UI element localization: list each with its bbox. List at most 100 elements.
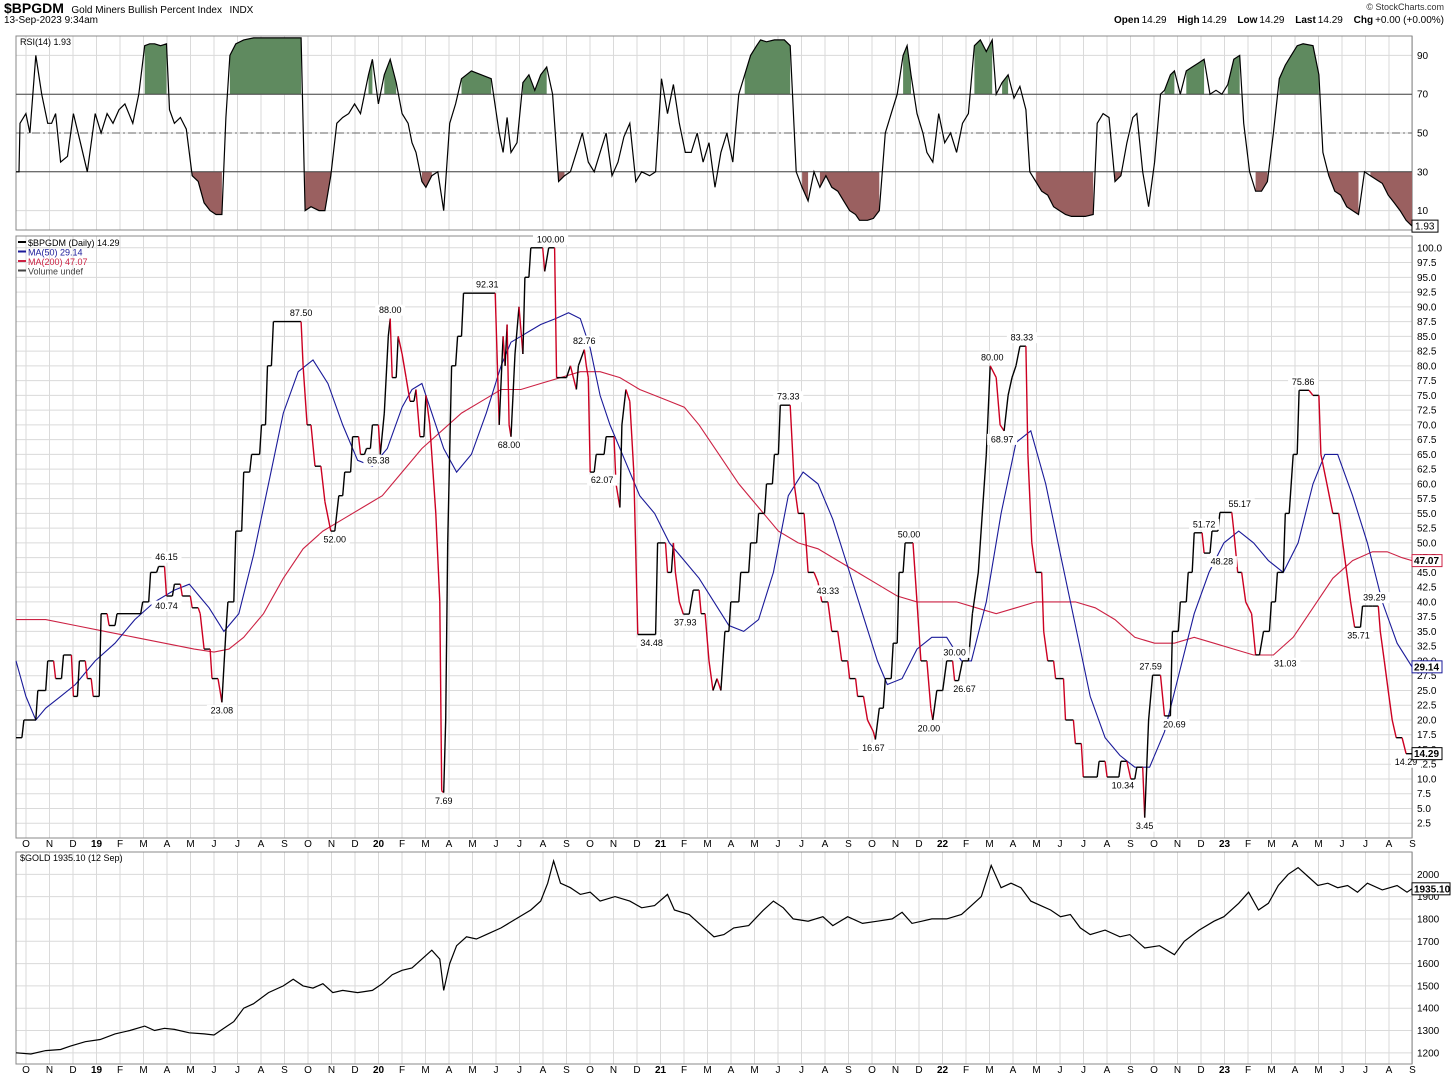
- x-tick-label: A: [1386, 839, 1393, 850]
- price-segment: [1096, 761, 1100, 778]
- open-value: 14.29: [1141, 15, 1167, 26]
- price-segment: [720, 631, 726, 691]
- price-segment: [932, 690, 938, 721]
- x-tick-label: F: [399, 839, 405, 850]
- price-annotation-label: 31.03: [1274, 658, 1297, 668]
- y-tick-label: 52.5: [1417, 524, 1437, 535]
- y-tick-label: 2000: [1417, 870, 1440, 881]
- price-segment: [999, 424, 1005, 432]
- y-tick-label: 2.5: [1417, 819, 1431, 830]
- price-segment: [140, 601, 144, 614]
- price-segment: [603, 436, 607, 455]
- price-segment: [163, 566, 168, 597]
- rsi-oversold-fill: [421, 171, 432, 188]
- price-segment: [704, 613, 710, 661]
- price-segment: [21, 719, 25, 738]
- price-annotation-label: 27.59: [1139, 662, 1162, 672]
- high-label: High: [1177, 15, 1200, 26]
- x-tick-label: S: [281, 1065, 288, 1076]
- price-annotation-label: 92.31: [476, 280, 499, 290]
- legend-swatch: [18, 250, 26, 253]
- price-annotation-box: [1270, 657, 1301, 669]
- price-segment: [233, 531, 237, 602]
- price-annotation-label: 20.00: [918, 723, 941, 733]
- price-segment: [76, 660, 81, 697]
- x-tick-label: D: [69, 1065, 76, 1076]
- price-segment: [397, 336, 403, 355]
- x-tick-label: F: [399, 1065, 405, 1076]
- price-segment: [179, 584, 183, 597]
- y-tick-label: 1400: [1417, 1004, 1440, 1015]
- price-segment: [1003, 395, 1009, 431]
- x-tick-label: M: [139, 839, 147, 850]
- rsi-overbought-fill: [461, 70, 492, 95]
- price-segment: [379, 413, 385, 455]
- y-tick-label: 90: [1417, 51, 1429, 62]
- rsi-last-value-box: [1411, 219, 1439, 233]
- x-tick-label: J: [1363, 839, 1368, 850]
- price-segment: [553, 247, 558, 378]
- high-value: 14.29: [1201, 15, 1227, 26]
- x-tick-label: O: [304, 839, 312, 850]
- x-tick-label: A: [1386, 1065, 1393, 1076]
- price-annotation-label: 100.00: [537, 234, 565, 244]
- price-segment: [506, 324, 510, 425]
- price-segment: [1282, 513, 1286, 573]
- price-segment: [738, 572, 742, 602]
- price-segment: [672, 542, 677, 573]
- y-tick-label: 10.0: [1417, 774, 1437, 785]
- price-segment: [1126, 761, 1132, 780]
- x-tick-label: F: [117, 1065, 123, 1076]
- y-tick-label: 1800: [1417, 914, 1440, 925]
- price-segment: [763, 483, 768, 514]
- price-segment: [1387, 690, 1393, 721]
- x-tick-label: N: [892, 1065, 899, 1076]
- price-segment: [1346, 572, 1352, 602]
- price-segment: [443, 719, 447, 793]
- gold-line: [15, 858, 1413, 1055]
- rsi-oversold-fill: [802, 171, 809, 201]
- price-segment: [981, 454, 987, 514]
- x-tick-label: S: [1127, 839, 1134, 850]
- quote-summary: Open 14.29 High 14.29 Low 14.29 Last 14.29 C…: [1114, 15, 1444, 26]
- price-segment: [1308, 389, 1314, 396]
- price-segment: [389, 318, 393, 378]
- x-tick-label: D: [1197, 1065, 1204, 1076]
- y-tick-label: 30: [1417, 167, 1429, 178]
- price-segment: [425, 395, 431, 425]
- price-segment: [625, 389, 631, 402]
- panel-frame: [15, 235, 1413, 839]
- price-segment: [587, 377, 591, 473]
- price-segment: [45, 660, 49, 691]
- x-tick-label: O: [304, 1065, 312, 1076]
- price-segment: [510, 353, 516, 437]
- x-tick-label: 20: [373, 1065, 385, 1076]
- x-tick-label: J: [1081, 1065, 1086, 1076]
- price-segment: [1274, 572, 1279, 602]
- price-annotation-box: [206, 704, 237, 716]
- price-annotation-box: [375, 304, 406, 316]
- price-segment: [1379, 631, 1385, 661]
- price-segment: [854, 678, 859, 697]
- x-tick-label: J: [1363, 1065, 1368, 1076]
- x-tick-label: 19: [91, 839, 103, 850]
- y-tick-label: 17.5: [1417, 730, 1437, 741]
- price-annotation-box: [569, 335, 600, 347]
- x-tick-label: F: [681, 1065, 687, 1076]
- price-annotation-label: 73.33: [777, 392, 800, 402]
- price-segment: [84, 660, 88, 679]
- price-segment: [813, 572, 819, 583]
- x-tick-label: M: [186, 839, 194, 850]
- price-segment: [1258, 631, 1265, 656]
- price-segment: [902, 542, 906, 573]
- price-segment: [1391, 719, 1397, 738]
- price-segment: [866, 719, 875, 733]
- price-segment: [583, 349, 587, 366]
- x-tick-label: N: [892, 839, 899, 850]
- price-segment: [793, 483, 799, 514]
- price-annotation-box: [1343, 630, 1374, 642]
- price-annotation-box: [587, 474, 618, 486]
- price-annotation-label: 88.00: [379, 305, 402, 315]
- x-tick-label: 20: [373, 839, 385, 850]
- price-segment: [777, 405, 781, 455]
